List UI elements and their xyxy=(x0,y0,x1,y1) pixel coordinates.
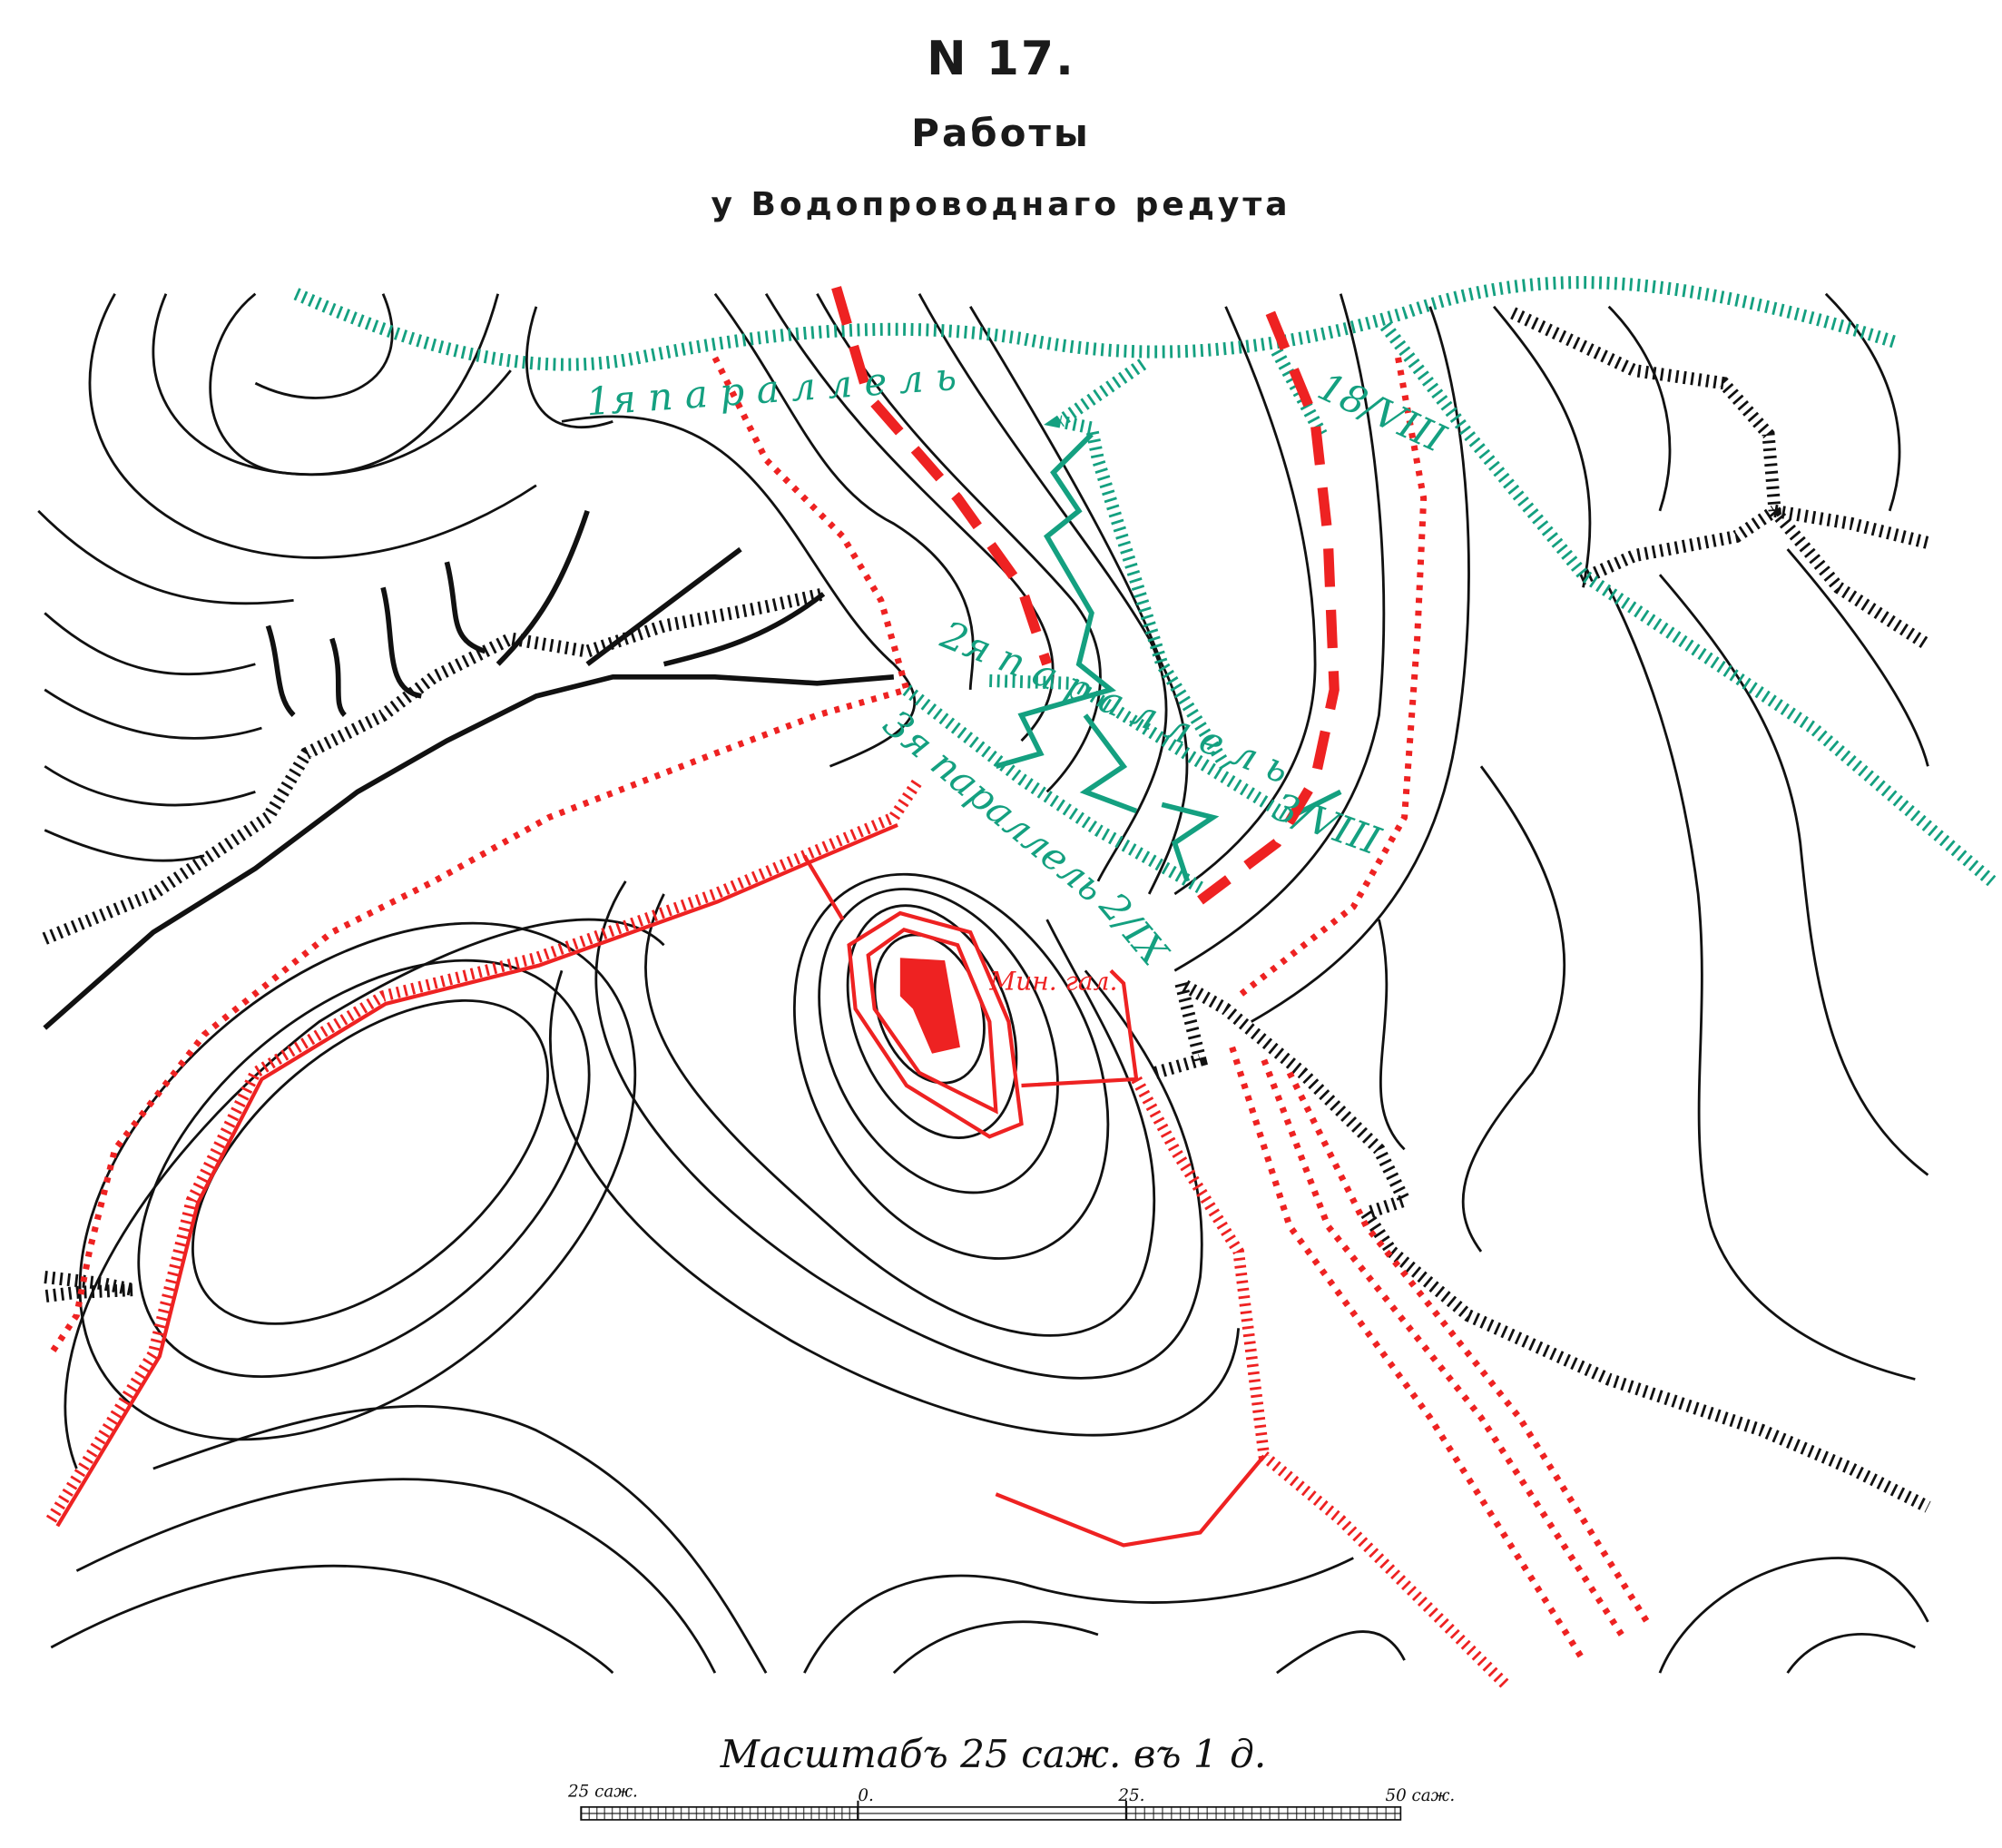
label-parallel-3: 3я параллель xyxy=(875,701,1113,910)
map-number: N 17. xyxy=(927,32,1075,86)
label-parallel-1: 1я п а р а л л е л ь xyxy=(584,354,957,424)
scale-tick-label: 50 саж. xyxy=(1385,1786,1455,1805)
siege-works-green xyxy=(293,276,1997,894)
label-parallel-2: 2я п а р а л л е л ь xyxy=(934,612,1295,792)
scale-bar: Масштабъ 25 саж. въ 1 д. 25 саж. 0. 25. … xyxy=(567,1732,1455,1821)
map-title: Работы xyxy=(911,111,1091,155)
russian-works-red xyxy=(45,286,1650,1690)
scale-tick-label: 0. xyxy=(858,1786,873,1805)
map-subtitle: у Водопроводнаго редута xyxy=(711,186,1291,223)
ravines xyxy=(42,307,1932,1513)
label-parallel-3-date: 2/IX xyxy=(1091,883,1178,975)
scale-tick-label: 25. xyxy=(1117,1786,1144,1805)
scale-caption: Масштабъ 25 саж. въ 1 д. xyxy=(720,1732,1267,1776)
label-mine-gallery: Мин. гал. xyxy=(988,966,1117,996)
water-redoubt xyxy=(847,910,1024,1139)
scale-tick-label: 25 саж. xyxy=(567,1783,638,1802)
